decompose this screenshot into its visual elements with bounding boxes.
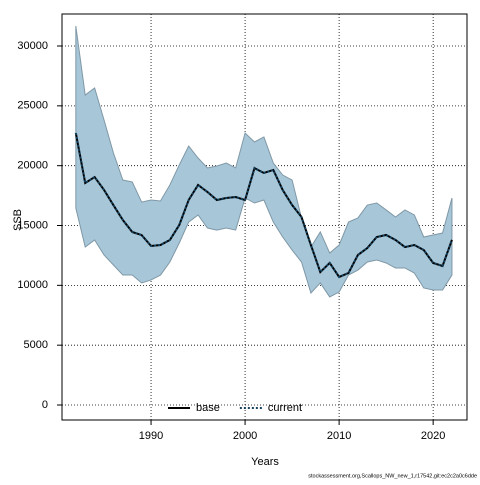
legend-label: current [268, 402, 302, 414]
y-tick-label: 30000 [17, 40, 48, 52]
y-tick-label: 15000 [17, 219, 48, 231]
x-tick-label: 1990 [139, 430, 163, 442]
legend-label: base [196, 402, 220, 414]
plot-frame [61, 13, 468, 421]
y-tick-label: 25000 [17, 100, 48, 112]
x-tick-label: 2010 [327, 430, 351, 442]
x-tick-label: 2020 [421, 430, 445, 442]
series-line [74, 132, 453, 279]
x-tick-label: 2000 [233, 430, 257, 442]
y-tick-label: 20000 [17, 160, 48, 172]
confidence-band [75, 25, 453, 298]
y-tick-label: 10000 [17, 279, 48, 291]
source-note: stockassessment.org,Scallops_NW_new_1,r1… [308, 473, 477, 479]
x-axis-label: Years [251, 456, 279, 468]
y-tick-label: 5000 [24, 339, 48, 351]
y-tick-label: 0 [42, 399, 48, 411]
y-axis-label: SSB [12, 209, 24, 231]
